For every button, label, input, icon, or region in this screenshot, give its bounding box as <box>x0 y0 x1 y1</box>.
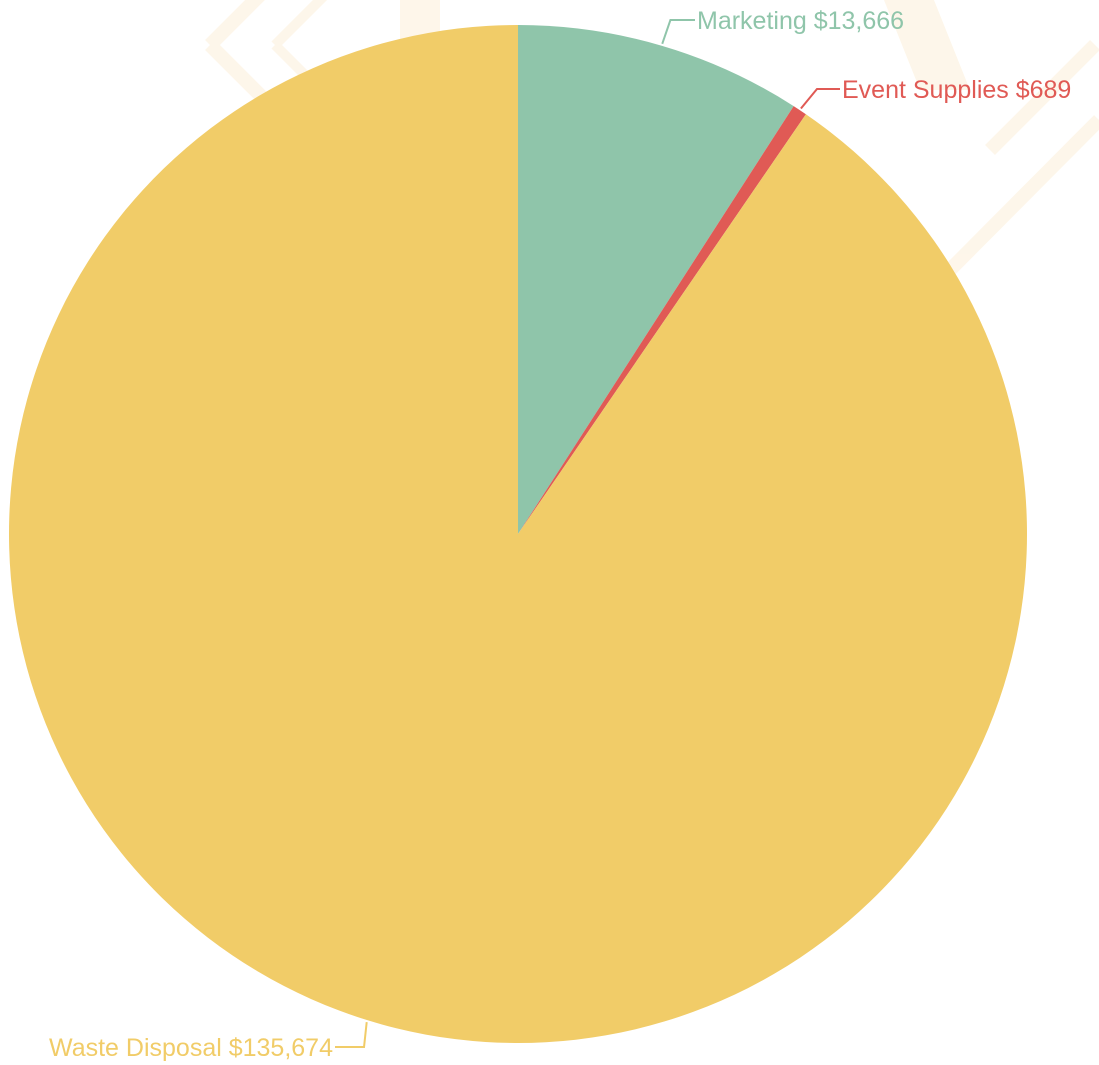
leader-line-waste-disposal <box>335 1021 368 1048</box>
slice-label-event-supplies: Event Supplies $689 <box>842 76 1071 104</box>
slice-label-marketing: Marketing $13,666 <box>697 7 904 35</box>
pie-slice-marketing <box>518 25 794 534</box>
leader-line-marketing <box>661 19 695 45</box>
pie-slice-event-supplies <box>518 106 806 534</box>
slice-label-waste-disposal: Waste Disposal $135,674 <box>49 1034 333 1062</box>
pie-slice-waste-disposal <box>9 25 1028 1043</box>
leader-line-event-supplies <box>800 88 840 110</box>
